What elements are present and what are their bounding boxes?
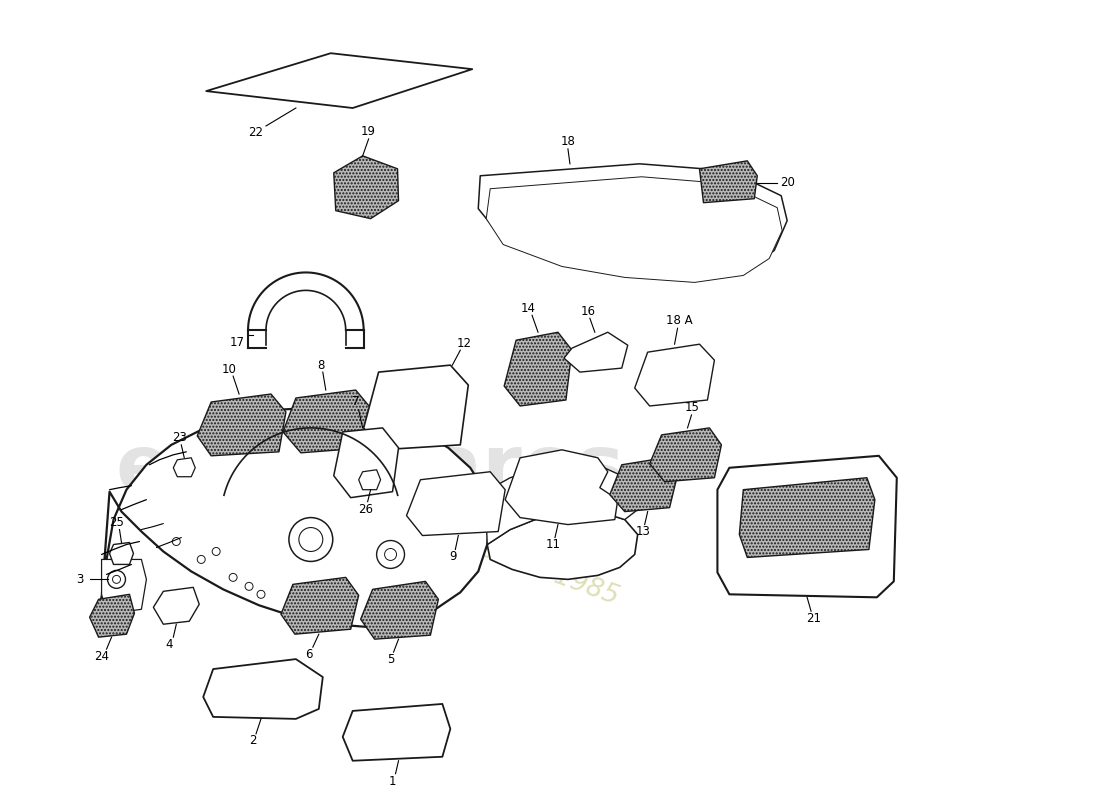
Text: 22: 22 xyxy=(249,126,264,139)
Text: 13: 13 xyxy=(635,525,650,538)
Text: 18 A: 18 A xyxy=(667,314,693,326)
PathPatch shape xyxy=(407,472,505,535)
PathPatch shape xyxy=(110,542,133,565)
PathPatch shape xyxy=(153,587,199,624)
Text: 10: 10 xyxy=(222,362,236,376)
PathPatch shape xyxy=(343,704,450,761)
PathPatch shape xyxy=(650,428,722,482)
Text: 19: 19 xyxy=(361,126,376,138)
Text: 8: 8 xyxy=(317,358,324,372)
Text: 21: 21 xyxy=(806,612,822,625)
Text: 18: 18 xyxy=(561,135,575,148)
PathPatch shape xyxy=(283,390,371,453)
Text: 4: 4 xyxy=(166,638,173,650)
PathPatch shape xyxy=(717,456,896,598)
Text: 7: 7 xyxy=(352,395,360,409)
PathPatch shape xyxy=(361,582,439,639)
PathPatch shape xyxy=(204,659,322,719)
PathPatch shape xyxy=(487,512,638,579)
Text: eurospares: eurospares xyxy=(116,430,626,509)
PathPatch shape xyxy=(609,458,678,512)
PathPatch shape xyxy=(364,365,469,450)
PathPatch shape xyxy=(700,161,757,202)
Text: 11: 11 xyxy=(546,538,561,551)
Text: 17: 17 xyxy=(230,336,244,349)
Text: 24: 24 xyxy=(95,650,109,662)
PathPatch shape xyxy=(101,559,146,614)
PathPatch shape xyxy=(280,578,359,634)
Text: 2: 2 xyxy=(250,734,256,747)
PathPatch shape xyxy=(505,450,618,525)
Text: 3: 3 xyxy=(76,573,84,586)
Text: 1: 1 xyxy=(388,775,396,788)
PathPatch shape xyxy=(206,54,472,108)
PathPatch shape xyxy=(101,408,491,627)
PathPatch shape xyxy=(635,344,714,406)
PathPatch shape xyxy=(485,464,638,545)
PathPatch shape xyxy=(478,164,788,275)
Text: a passion for parts since 1985: a passion for parts since 1985 xyxy=(239,450,622,610)
Text: 15: 15 xyxy=(685,402,700,414)
PathPatch shape xyxy=(739,478,874,558)
Text: 9: 9 xyxy=(450,550,458,563)
PathPatch shape xyxy=(333,156,398,218)
Text: 14: 14 xyxy=(520,302,536,315)
Text: 25: 25 xyxy=(109,516,124,529)
PathPatch shape xyxy=(359,470,381,490)
PathPatch shape xyxy=(486,177,782,282)
PathPatch shape xyxy=(333,428,398,498)
Text: 16: 16 xyxy=(581,305,595,318)
PathPatch shape xyxy=(564,332,628,372)
Text: 23: 23 xyxy=(172,431,187,444)
Text: 12: 12 xyxy=(456,337,472,350)
PathPatch shape xyxy=(197,394,286,456)
Text: 20: 20 xyxy=(780,176,794,190)
Text: 6: 6 xyxy=(305,648,312,661)
Text: 26: 26 xyxy=(359,503,373,516)
PathPatch shape xyxy=(89,594,134,637)
PathPatch shape xyxy=(504,332,572,406)
PathPatch shape xyxy=(174,458,195,477)
Text: 5: 5 xyxy=(387,653,394,666)
